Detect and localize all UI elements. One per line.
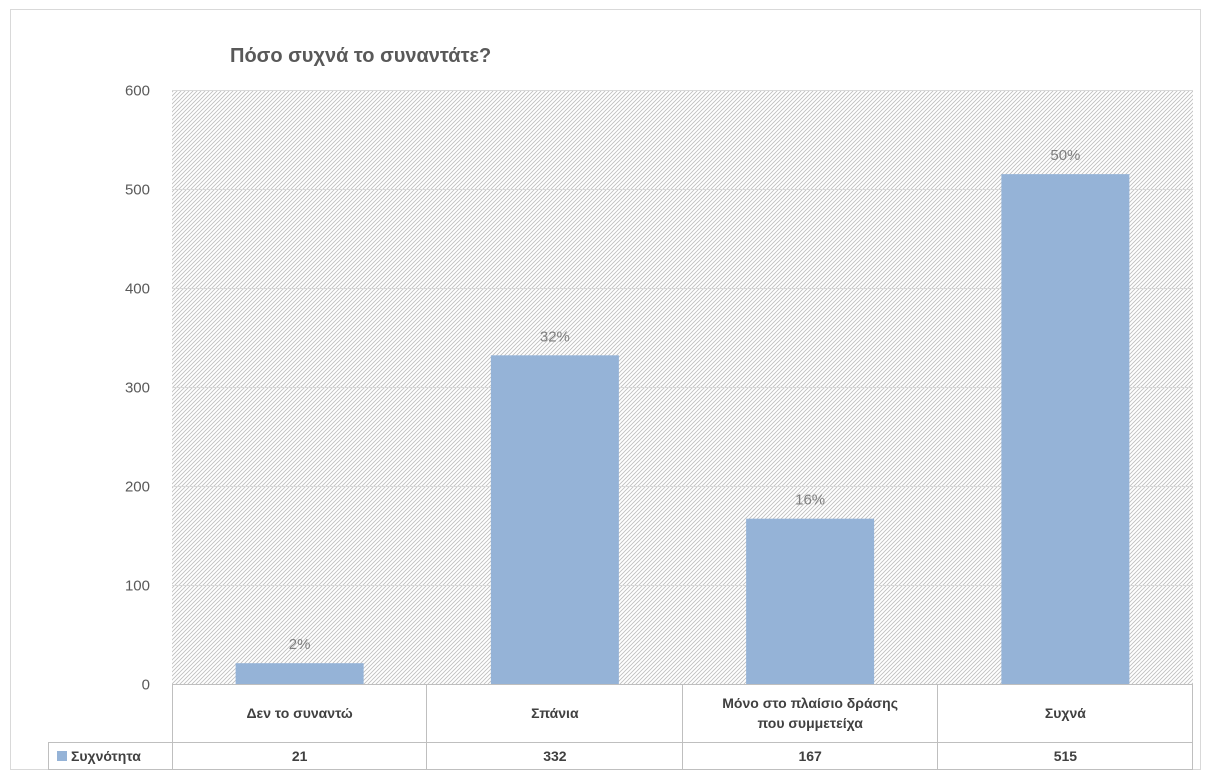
bar [235,663,364,684]
y-tick-label: 100 [125,578,150,595]
bar [1001,174,1130,684]
table-cell-value: 167 [798,748,822,764]
data-labels: 2% 32% 16% 50% [289,147,1081,653]
y-tick-label: 500 [125,182,150,199]
legend-swatch [57,751,67,761]
category-label: Μόνο στο πλαίσιο δράσης [722,695,898,711]
bar [746,518,875,684]
y-tick-label: 400 [125,281,150,298]
data-label: 32% [540,328,570,345]
category-label: Συχνά [1045,705,1086,721]
bars [235,174,1130,684]
table-cell-value: 515 [1054,748,1078,764]
category-label: Σπάνια [531,705,579,721]
data-label: 50% [1050,147,1080,164]
data-table: Δεν το συναντώ 21 Σπάνια 332 Μόνο στο πλαίσι… [48,684,1193,770]
category-label: Δεν το συναντώ [246,705,352,721]
bar [490,355,619,684]
legend-series-name: Συχνότητα [71,748,141,764]
y-tick-label: 0 [142,677,150,694]
table-cell-value: 332 [543,748,567,764]
chart-title: Πόσο συχνά το συναντάτε? [230,45,491,67]
data-label: 2% [289,636,311,653]
y-tick-label: 300 [125,380,150,397]
data-label: 16% [795,492,825,509]
y-tick-label: 600 [125,83,150,100]
y-axis-ticks: 0 100 200 300 400 500 600 [125,83,150,694]
category-label: που συμμετείχα [757,715,863,731]
y-tick-label: 200 [125,479,150,496]
table-cell-value: 21 [292,748,308,764]
